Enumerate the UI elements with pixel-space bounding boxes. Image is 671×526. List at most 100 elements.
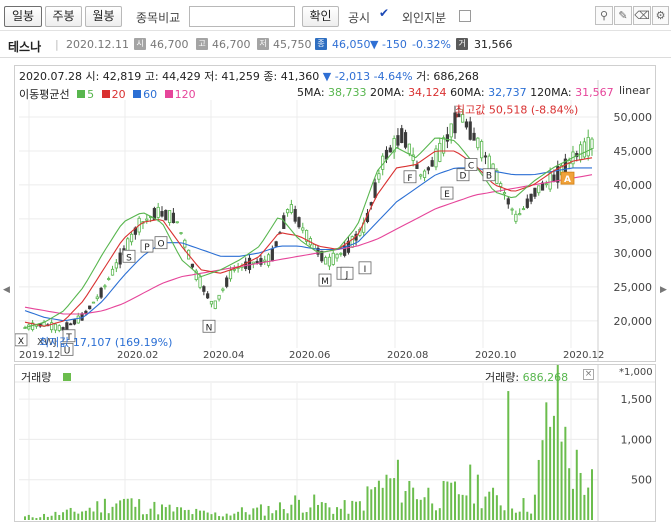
pen-icon[interactable]: ✎ xyxy=(614,6,632,25)
weekly-button[interactable]: 주봉 xyxy=(45,6,82,27)
pattern-marker-box[interactable] xyxy=(482,168,496,182)
volume-bar xyxy=(210,514,213,520)
pattern-marker-letter: S xyxy=(126,253,132,263)
volume-bar xyxy=(92,511,95,520)
candle-body xyxy=(533,187,537,197)
volume-bar xyxy=(229,515,232,520)
pattern-marker-box[interactable] xyxy=(440,186,454,200)
eraser-icon[interactable]: ⌫ xyxy=(633,6,651,25)
candle-body xyxy=(266,254,271,266)
price-axis-label: 35,000 xyxy=(614,213,653,226)
compare-input[interactable] xyxy=(189,6,295,27)
candle-body xyxy=(426,167,430,171)
candle-body xyxy=(514,213,518,222)
price-chart[interactable]: 50,000 45,000 40,000 35,000 30,000 25,000 20,0… xyxy=(15,66,655,361)
volume-bar xyxy=(549,426,552,520)
candle-body xyxy=(510,208,514,211)
volume-bar xyxy=(522,498,525,520)
ohlc-volume: 거: 686,268 xyxy=(416,70,479,83)
ma-legend: 이동평균선 5 20 60 120 xyxy=(19,86,196,102)
scroll-left-arrow[interactable]: ◀ xyxy=(3,285,10,295)
candle-body xyxy=(419,174,423,177)
pattern-marker-box[interactable] xyxy=(358,261,372,275)
volume-bar xyxy=(358,501,361,520)
close-badge: 종 xyxy=(315,38,327,50)
candle-body xyxy=(65,322,69,331)
pattern-marker-box[interactable] xyxy=(464,158,478,171)
candle-body xyxy=(578,144,583,161)
pattern-marker-letter: X xyxy=(18,337,24,347)
volume-bar xyxy=(153,501,156,520)
volume-bar xyxy=(50,515,53,520)
pattern-marker-letter: M xyxy=(321,277,329,287)
volume-bar xyxy=(35,518,38,520)
pattern-marker-box[interactable] xyxy=(15,333,28,347)
close-icon[interactable]: × xyxy=(583,369,594,380)
volume-bar xyxy=(431,503,434,520)
tools-icon[interactable]: ⚙ xyxy=(652,6,669,25)
volume-bar xyxy=(419,499,422,520)
candle-body xyxy=(331,252,335,265)
volume-bar xyxy=(381,487,384,520)
volume-bar xyxy=(434,510,437,520)
pattern-marker-box[interactable] xyxy=(456,168,470,182)
monthly-button[interactable]: 월봉 xyxy=(85,6,122,27)
disclosure-checkbox[interactable]: ✔ xyxy=(378,6,390,22)
scroll-right-arrow[interactable]: ▶ xyxy=(660,285,667,295)
volume-bar xyxy=(556,365,559,520)
pattern-marker-box[interactable] xyxy=(62,329,76,343)
scale-type-label[interactable]: linear xyxy=(619,84,651,97)
pattern-marker-box[interactable] xyxy=(340,266,354,280)
pattern-marker-box[interactable] xyxy=(154,236,168,250)
candle-body xyxy=(537,185,541,194)
foreign-checkbox[interactable] xyxy=(459,10,471,22)
pattern-marker-box[interactable] xyxy=(60,342,74,356)
volume-bar xyxy=(119,500,122,520)
confirm-button[interactable]: 확인 xyxy=(302,6,339,27)
price-chart-panel[interactable]: 50,000 45,000 40,000 35,000 30,000 25,000 20,0… xyxy=(14,65,656,362)
candle-body xyxy=(274,241,278,247)
candle-body xyxy=(198,276,202,288)
pattern-marker-box[interactable] xyxy=(122,249,136,263)
volume-bar xyxy=(332,513,335,520)
candle-body xyxy=(483,155,488,158)
candle-body xyxy=(499,183,503,187)
pin-icon[interactable]: ⚲ xyxy=(595,6,613,25)
ma20-line xyxy=(24,150,593,327)
volume-bar xyxy=(465,495,468,520)
pattern-marker-letter: N xyxy=(206,323,213,333)
volume-bar xyxy=(320,502,323,520)
pattern-marker-highlight[interactable] xyxy=(560,171,575,185)
ma60-swatch xyxy=(133,90,142,98)
volume-bar xyxy=(206,512,209,520)
candle-body xyxy=(118,252,122,265)
volume-bar xyxy=(511,508,514,520)
candle-body xyxy=(343,245,347,256)
volume-bar xyxy=(214,512,217,520)
daily-button[interactable]: 일봉 xyxy=(4,6,42,27)
pattern-marker-box[interactable] xyxy=(140,239,154,253)
compare-label: 종목비교 xyxy=(136,11,181,25)
candle-body xyxy=(476,137,480,149)
ma60-value-label: 60MA: xyxy=(450,86,485,99)
pattern-marker-box[interactable] xyxy=(403,170,417,184)
volume-legend: 거래량 xyxy=(21,369,73,385)
quote-date: 2020.12.11 xyxy=(66,38,129,51)
candle-body xyxy=(84,310,88,314)
volume-bar xyxy=(301,512,304,520)
ma120-swatch xyxy=(164,90,173,98)
open-value: 46,700 xyxy=(150,38,189,51)
volume-chart-panel[interactable]: 1,500 1,000 500 거래량 거래량: 686,268 × *1,000 xyxy=(14,364,656,522)
candle-body xyxy=(164,209,168,221)
pattern-marker-box[interactable] xyxy=(318,273,332,287)
volume-chart[interactable]: 1,500 1,000 500 xyxy=(15,365,655,521)
volume-bar xyxy=(282,509,285,520)
volume-bar xyxy=(309,507,312,520)
volume-bar xyxy=(240,507,243,520)
candle-body xyxy=(457,113,461,118)
pattern-marker-box[interactable] xyxy=(202,319,216,333)
ma20-swatch xyxy=(101,90,110,98)
stock-name: 테스나 xyxy=(8,40,42,54)
candle-body xyxy=(548,172,552,190)
candle-body xyxy=(327,256,332,267)
